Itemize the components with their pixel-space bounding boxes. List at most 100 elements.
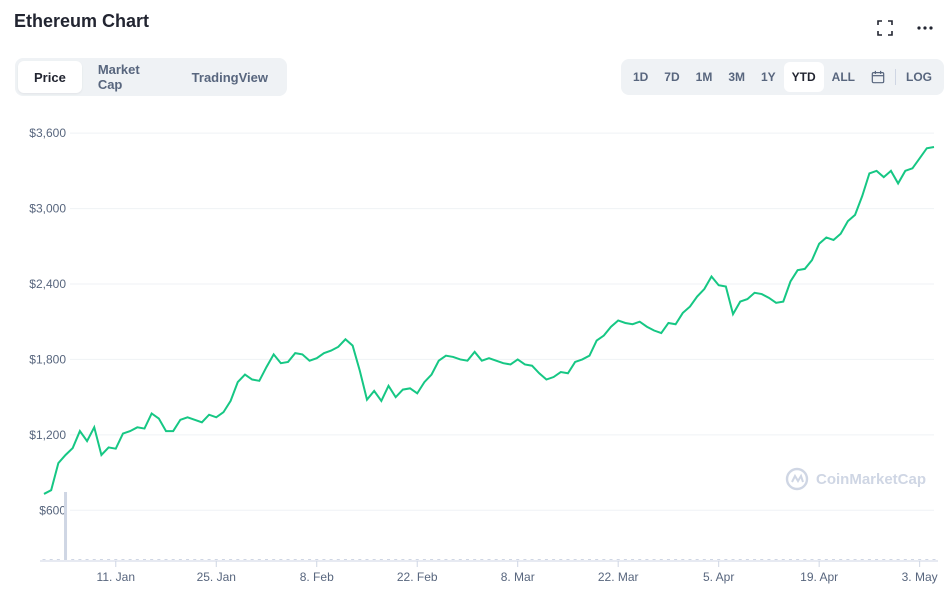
volume-bar	[322, 559, 326, 560]
volume-bar	[566, 559, 570, 560]
volume-bar	[171, 559, 175, 560]
volume-bar	[523, 559, 527, 560]
volume-bar	[867, 559, 871, 560]
page-title: Ethereum Chart	[14, 11, 150, 31]
volume-bar	[753, 559, 757, 560]
volume-bar	[817, 559, 821, 560]
volume-bar	[487, 559, 491, 560]
volume-bar	[193, 559, 197, 560]
range-separator	[895, 69, 896, 85]
volume-bar	[107, 559, 111, 560]
volume-bar	[236, 559, 240, 560]
volume-bar	[645, 559, 649, 560]
x-tick-label: 22. Feb	[397, 570, 438, 584]
volume-bar	[42, 559, 46, 560]
x-tick-label: 5. Apr	[703, 570, 734, 584]
volume-bar	[609, 559, 613, 560]
volume-bar	[473, 559, 477, 560]
volume-bar	[925, 559, 929, 560]
volume-bar	[257, 559, 261, 560]
volume-bar	[853, 559, 857, 560]
y-tick-label: $3,600	[29, 126, 66, 140]
x-tick-label: 19. Apr	[800, 570, 838, 584]
volume-bar	[501, 559, 505, 560]
range-all[interactable]: ALL	[831, 70, 855, 84]
volume-bar	[465, 559, 469, 560]
volume-bar	[552, 559, 556, 560]
volume-bar	[71, 559, 75, 560]
volume-bar	[336, 559, 340, 560]
x-tick-label: 25. Jan	[197, 570, 236, 584]
range-7d[interactable]: 7D	[664, 70, 680, 84]
volume-bar	[681, 559, 685, 560]
volume-bar	[229, 559, 233, 560]
expand-icon[interactable]	[873, 16, 897, 40]
range-1m[interactable]: 1M	[695, 70, 713, 84]
range-1d[interactable]: 1D	[632, 70, 649, 84]
more-icon[interactable]	[913, 16, 937, 40]
volume-bar	[343, 559, 347, 560]
calendar-icon-glyph	[871, 70, 885, 84]
volume-bar	[616, 559, 620, 560]
volume-bar	[652, 559, 656, 560]
x-axis: 11. Jan 25. Jan 8. Feb 22. Feb 8. Mar 22. Mar…	[40, 560, 938, 584]
volume-bar	[207, 559, 211, 560]
volume-bar	[573, 559, 577, 560]
volume-bar	[128, 559, 132, 560]
volume-bar	[315, 559, 319, 560]
volume-bars	[42, 492, 936, 560]
volume-bar	[372, 559, 376, 560]
volume-bar	[99, 559, 103, 560]
volume-bar	[358, 559, 362, 560]
volume-bar	[480, 559, 484, 560]
volume-bar	[810, 559, 814, 560]
volume-bar	[860, 559, 864, 560]
range-1y[interactable]: 1Y	[760, 70, 776, 84]
volume-bar	[444, 559, 448, 560]
y-tick-label: $3,000	[29, 202, 66, 216]
volume-bar	[265, 559, 268, 560]
volume-bar	[250, 559, 254, 560]
volume-bar	[365, 559, 369, 560]
volume-bar	[695, 559, 699, 560]
volume-bar	[745, 559, 749, 560]
volume-bar	[674, 559, 678, 560]
volume-bar	[135, 559, 139, 560]
volume-bar	[430, 559, 434, 560]
y-tick-label: $600	[39, 503, 66, 517]
expand-icon-glyph	[877, 20, 893, 36]
volume-bar	[56, 559, 60, 560]
volume-bar	[85, 559, 89, 560]
volume-bar	[509, 559, 513, 560]
calendar-icon[interactable]	[863, 62, 893, 92]
log-scale-toggle[interactable]: LOG	[906, 70, 932, 84]
volume-bar	[882, 559, 886, 560]
volume-bar	[78, 559, 82, 560]
tab-price[interactable]: Price	[18, 61, 82, 93]
volume-bar	[559, 559, 563, 560]
volume-bar	[788, 559, 792, 560]
volume-bar	[796, 559, 800, 560]
volume-bar	[910, 559, 914, 560]
range-3m[interactable]: 3M	[728, 70, 745, 84]
volume-bar	[300, 559, 304, 560]
volume-bar	[186, 559, 190, 560]
volume-bar	[308, 559, 312, 560]
volume-bar	[932, 559, 936, 560]
volume-bar	[832, 559, 836, 560]
volume-bar	[688, 559, 692, 560]
volume-bar	[272, 559, 276, 560]
volume-bar	[587, 559, 591, 560]
watermark-text: CoinMarketCap	[816, 471, 926, 488]
range-ytd[interactable]: YTD	[783, 62, 824, 92]
volume-bar	[544, 559, 548, 560]
tab-tradingview[interactable]: TradingView	[191, 69, 268, 85]
x-tick-label: 8. Feb	[300, 570, 334, 584]
x-tick-label: 3. May	[902, 570, 938, 584]
chart-type-tabs: Price Market Cap TradingView	[15, 58, 287, 96]
volume-bar	[918, 559, 922, 560]
volume-bar	[774, 559, 778, 560]
volume-bar	[437, 559, 441, 560]
tab-market-cap[interactable]: Market Cap	[97, 62, 140, 92]
volume-bar	[710, 559, 713, 560]
